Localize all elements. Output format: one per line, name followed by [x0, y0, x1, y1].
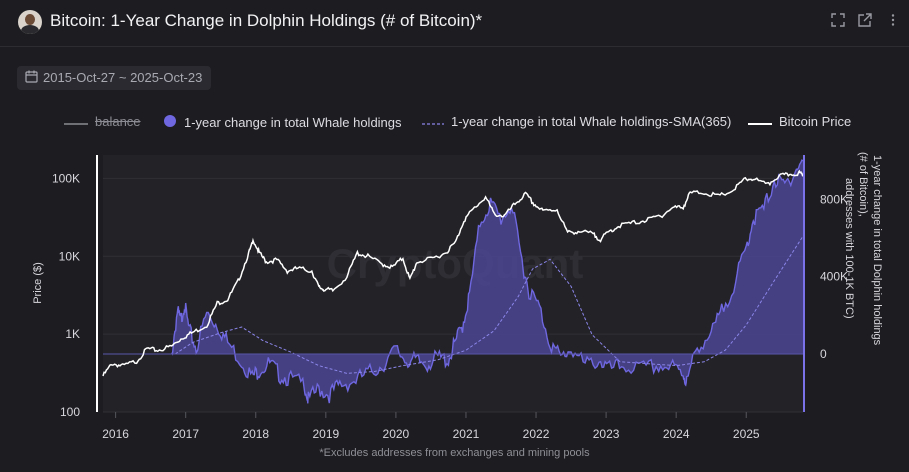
author-avatar[interactable] — [18, 10, 42, 34]
legend-line-swatch — [64, 114, 88, 129]
fullscreen-icon[interactable] — [830, 13, 846, 29]
y-left-tick-label: 100K — [52, 171, 80, 185]
legend-label: Bitcoin Price — [779, 114, 852, 129]
y-right-tick-label: 0 — [820, 347, 827, 361]
right-axis-label-line2: (# of Bitcoin), — [857, 152, 869, 217]
whale-sma-line — [174, 235, 804, 374]
y-right-tick-label: 400K — [820, 270, 848, 284]
legend-item-balance[interactable]: balance — [64, 114, 141, 129]
legend-dashed-swatch — [422, 114, 444, 129]
y-left-tick-label: 1K — [65, 327, 80, 341]
y-left-tick-label: 100 — [60, 405, 80, 419]
grid-lines — [103, 177, 803, 413]
open-external-icon[interactable] — [857, 13, 873, 29]
calendar-icon — [25, 67, 38, 91]
legend-line-swatch — [748, 114, 772, 129]
whale-change-area — [171, 160, 803, 404]
legend-label: 1-year change in total Whale holdings-SM… — [451, 114, 732, 129]
left-axis-label: Price ($) — [32, 262, 44, 304]
series-layer — [102, 159, 804, 404]
right-axis-label-line3: addresses with 100-1K BTC) — [843, 178, 855, 319]
y-left-tick-label: 10K — [59, 249, 80, 263]
chart-legend: balance 1-year change in total Whale hol… — [0, 114, 909, 132]
x-tick-label: 2024 — [663, 427, 690, 441]
whale-change-line — [171, 159, 804, 404]
legend-dot-swatch — [163, 114, 177, 131]
right-axis-label-line1: 1-year change in total Dolphin holdings — [871, 155, 883, 346]
date-range-picker[interactable]: 2015-Oct-27 ~ 2025-Oct-23 — [17, 66, 212, 91]
y-right-tick-label: 800K — [820, 192, 848, 206]
x-axis-ticks: 2016 2017 2018 2019 2020 2021 2022 2023 2024 2025 — [102, 412, 760, 441]
footnote: *Excludes addresses from exchanges and m… — [319, 447, 590, 459]
x-tick-label: 2020 — [383, 427, 410, 441]
legend-item-whale-change[interactable]: 1-year change in total Whale holdings — [163, 114, 402, 131]
legend-label: 1-year change in total Whale holdings — [184, 115, 402, 130]
x-tick-label: 2017 — [172, 427, 199, 441]
left-axis-ticks: 100 1K 10K 100K — [52, 171, 80, 419]
chart-title: Bitcoin: 1-Year Change in Dolphin Holdin… — [50, 11, 483, 30]
date-range-text: 2015-Oct-27 ~ 2025-Oct-23 — [43, 70, 203, 85]
bitcoin-price-line — [102, 169, 804, 377]
right-axis-ticks: 800K 400K 0 — [820, 192, 848, 361]
x-tick-label: 2022 — [523, 427, 550, 441]
right-axis-label: 1-year change in total Dolphin holdings … — [843, 152, 883, 348]
x-tick-label: 2023 — [593, 427, 620, 441]
legend-item-whale-sma[interactable]: 1-year change in total Whale holdings-SM… — [422, 114, 731, 129]
x-tick-label: 2021 — [453, 427, 480, 441]
more-options-icon[interactable] — [885, 13, 901, 29]
x-tick-label: 2018 — [242, 427, 269, 441]
x-tick-label: 2019 — [312, 427, 339, 441]
x-tick-label: 2016 — [102, 427, 129, 441]
legend-item-bitcoin-price[interactable]: Bitcoin Price — [748, 114, 851, 129]
x-tick-label: 2025 — [733, 427, 760, 441]
legend-label: balance — [95, 114, 141, 129]
chart-header: Bitcoin: 1-Year Change in Dolphin Holdin… — [0, 0, 909, 47]
watermark: CryptoQuant — [327, 240, 584, 287]
